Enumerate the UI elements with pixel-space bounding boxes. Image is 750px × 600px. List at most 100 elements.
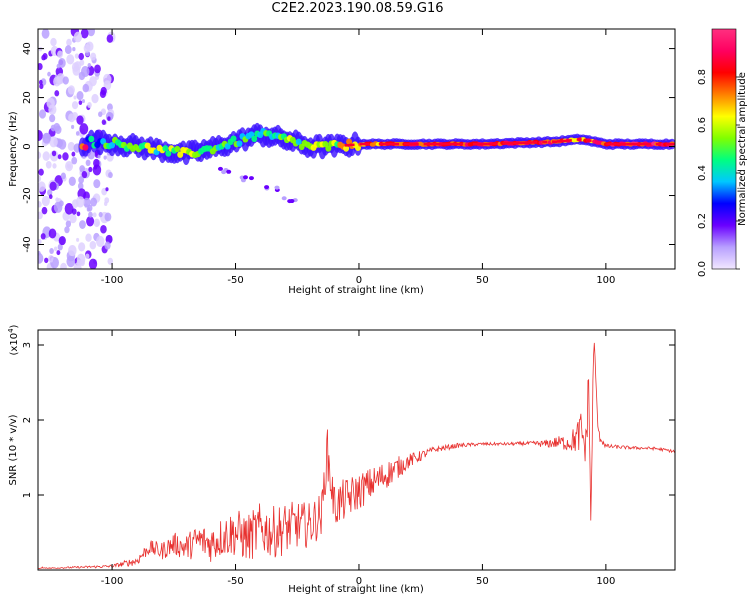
noise-blob	[106, 34, 114, 43]
ridge-core	[408, 142, 414, 146]
noise-blob	[48, 104, 57, 115]
noise-blob	[107, 116, 111, 121]
noise-blob	[102, 73, 112, 85]
chart-title: C2E2.2023.190.08.59.G16	[271, 1, 444, 16]
noise-blob	[93, 179, 101, 189]
branch-point	[226, 169, 232, 174]
snr-series-line	[38, 342, 675, 569]
noise-blob	[95, 235, 105, 247]
noise-blob	[72, 46, 76, 52]
noise-blob	[56, 63, 61, 69]
ridge-core	[532, 141, 538, 144]
colorbar-tick-label: 0.0	[697, 261, 708, 277]
colorbar-tick-label: 0.6	[697, 117, 708, 133]
noise-blob	[81, 99, 85, 104]
ridge-core	[586, 139, 592, 142]
noise-blob	[47, 71, 51, 77]
noise-blob	[79, 165, 85, 173]
noise-blob	[69, 213, 77, 224]
noise-blob	[90, 197, 98, 207]
noise-blob	[85, 253, 90, 259]
ridge-core	[423, 142, 429, 146]
snr-ticks: -100 -50 0 50 100 1 2 3	[22, 330, 675, 587]
ridge-core	[561, 139, 567, 143]
noise-blob	[76, 259, 82, 266]
noise-blob	[85, 233, 92, 242]
ridge-core	[453, 142, 459, 146]
x-tick-label: -100	[101, 275, 124, 286]
noise-blob	[55, 197, 59, 203]
branch-point	[274, 185, 280, 190]
noise-blob	[78, 176, 85, 184]
ridge-core	[443, 142, 449, 146]
y-tick-label: 20	[22, 91, 33, 104]
noise-blob	[82, 83, 90, 93]
noise-blob	[79, 59, 85, 66]
y-tick-label: 1	[22, 492, 33, 498]
colorbar: 0.0 0.2 0.4 0.6 0.8 Normalized spectral ampl…	[697, 28, 748, 277]
noise-blob	[64, 45, 72, 55]
noise-blob	[68, 113, 76, 123]
noise-blob	[91, 93, 99, 104]
ridge-core	[665, 142, 671, 146]
noise-blob	[73, 95, 77, 100]
noise-blob	[71, 124, 75, 130]
colorbar-tick-label: 0.4	[697, 165, 708, 181]
noise-blob	[92, 212, 97, 218]
noise-blob	[98, 111, 103, 118]
ridge-core	[389, 142, 395, 146]
noise-blob	[56, 250, 61, 256]
ridge-core	[477, 142, 483, 146]
colorbar-fill	[711, 28, 737, 270]
x-tick-label: 0	[356, 275, 362, 286]
branch-point	[248, 176, 254, 181]
noise-blob	[95, 221, 100, 226]
colorbar-ticks: 0.0 0.2 0.4 0.6 0.8	[697, 69, 740, 277]
noise-blob	[38, 211, 43, 220]
noise-blob	[67, 164, 72, 169]
ridge-core	[670, 142, 675, 146]
ridge-core	[621, 142, 627, 146]
noise-blob	[78, 52, 85, 61]
ridge-cell	[295, 138, 302, 146]
noise-blob	[100, 224, 107, 234]
ridge-core	[512, 141, 518, 145]
noise-blob	[50, 124, 56, 132]
noise-blob	[88, 211, 93, 218]
noise-blob	[64, 226, 70, 234]
noise-blob	[66, 54, 75, 65]
ridge-core	[384, 142, 390, 146]
ridge-cell	[88, 135, 95, 143]
noise-blob	[48, 194, 53, 200]
branch-point	[242, 175, 248, 180]
noise-blob	[83, 197, 91, 208]
noise-blob	[39, 83, 44, 90]
noise-blob	[44, 257, 49, 264]
ridge-core	[635, 142, 641, 146]
snr-data	[38, 342, 675, 569]
y-tick-label: -20	[22, 187, 33, 203]
noise-blob	[79, 220, 86, 229]
x-tick-label: 100	[596, 275, 615, 286]
noise-blob	[76, 237, 80, 242]
noise-blob	[71, 151, 76, 157]
noise-blob	[103, 155, 107, 160]
ridge-cell	[174, 145, 181, 153]
snr-scale-label: (x104)	[7, 324, 20, 355]
noise-blob	[41, 195, 50, 207]
noise-blob	[108, 171, 113, 179]
ridge-core	[527, 141, 533, 144]
noise-blob	[87, 62, 92, 68]
branch-point	[221, 170, 227, 175]
noise-blob	[104, 197, 110, 204]
ridge-core	[522, 141, 528, 145]
ridge-core	[631, 142, 637, 146]
y-tick-label: 40	[22, 42, 33, 55]
noise-blob	[94, 64, 101, 74]
noise-blob	[66, 38, 72, 47]
noise-blob	[57, 50, 63, 59]
branch-point	[240, 178, 246, 183]
noise-blob	[76, 90, 84, 101]
ridge-core	[428, 142, 434, 146]
